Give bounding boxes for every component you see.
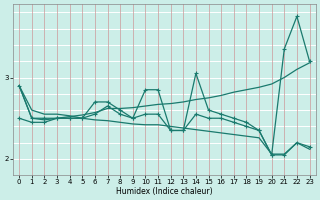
X-axis label: Humidex (Indice chaleur): Humidex (Indice chaleur) bbox=[116, 187, 213, 196]
